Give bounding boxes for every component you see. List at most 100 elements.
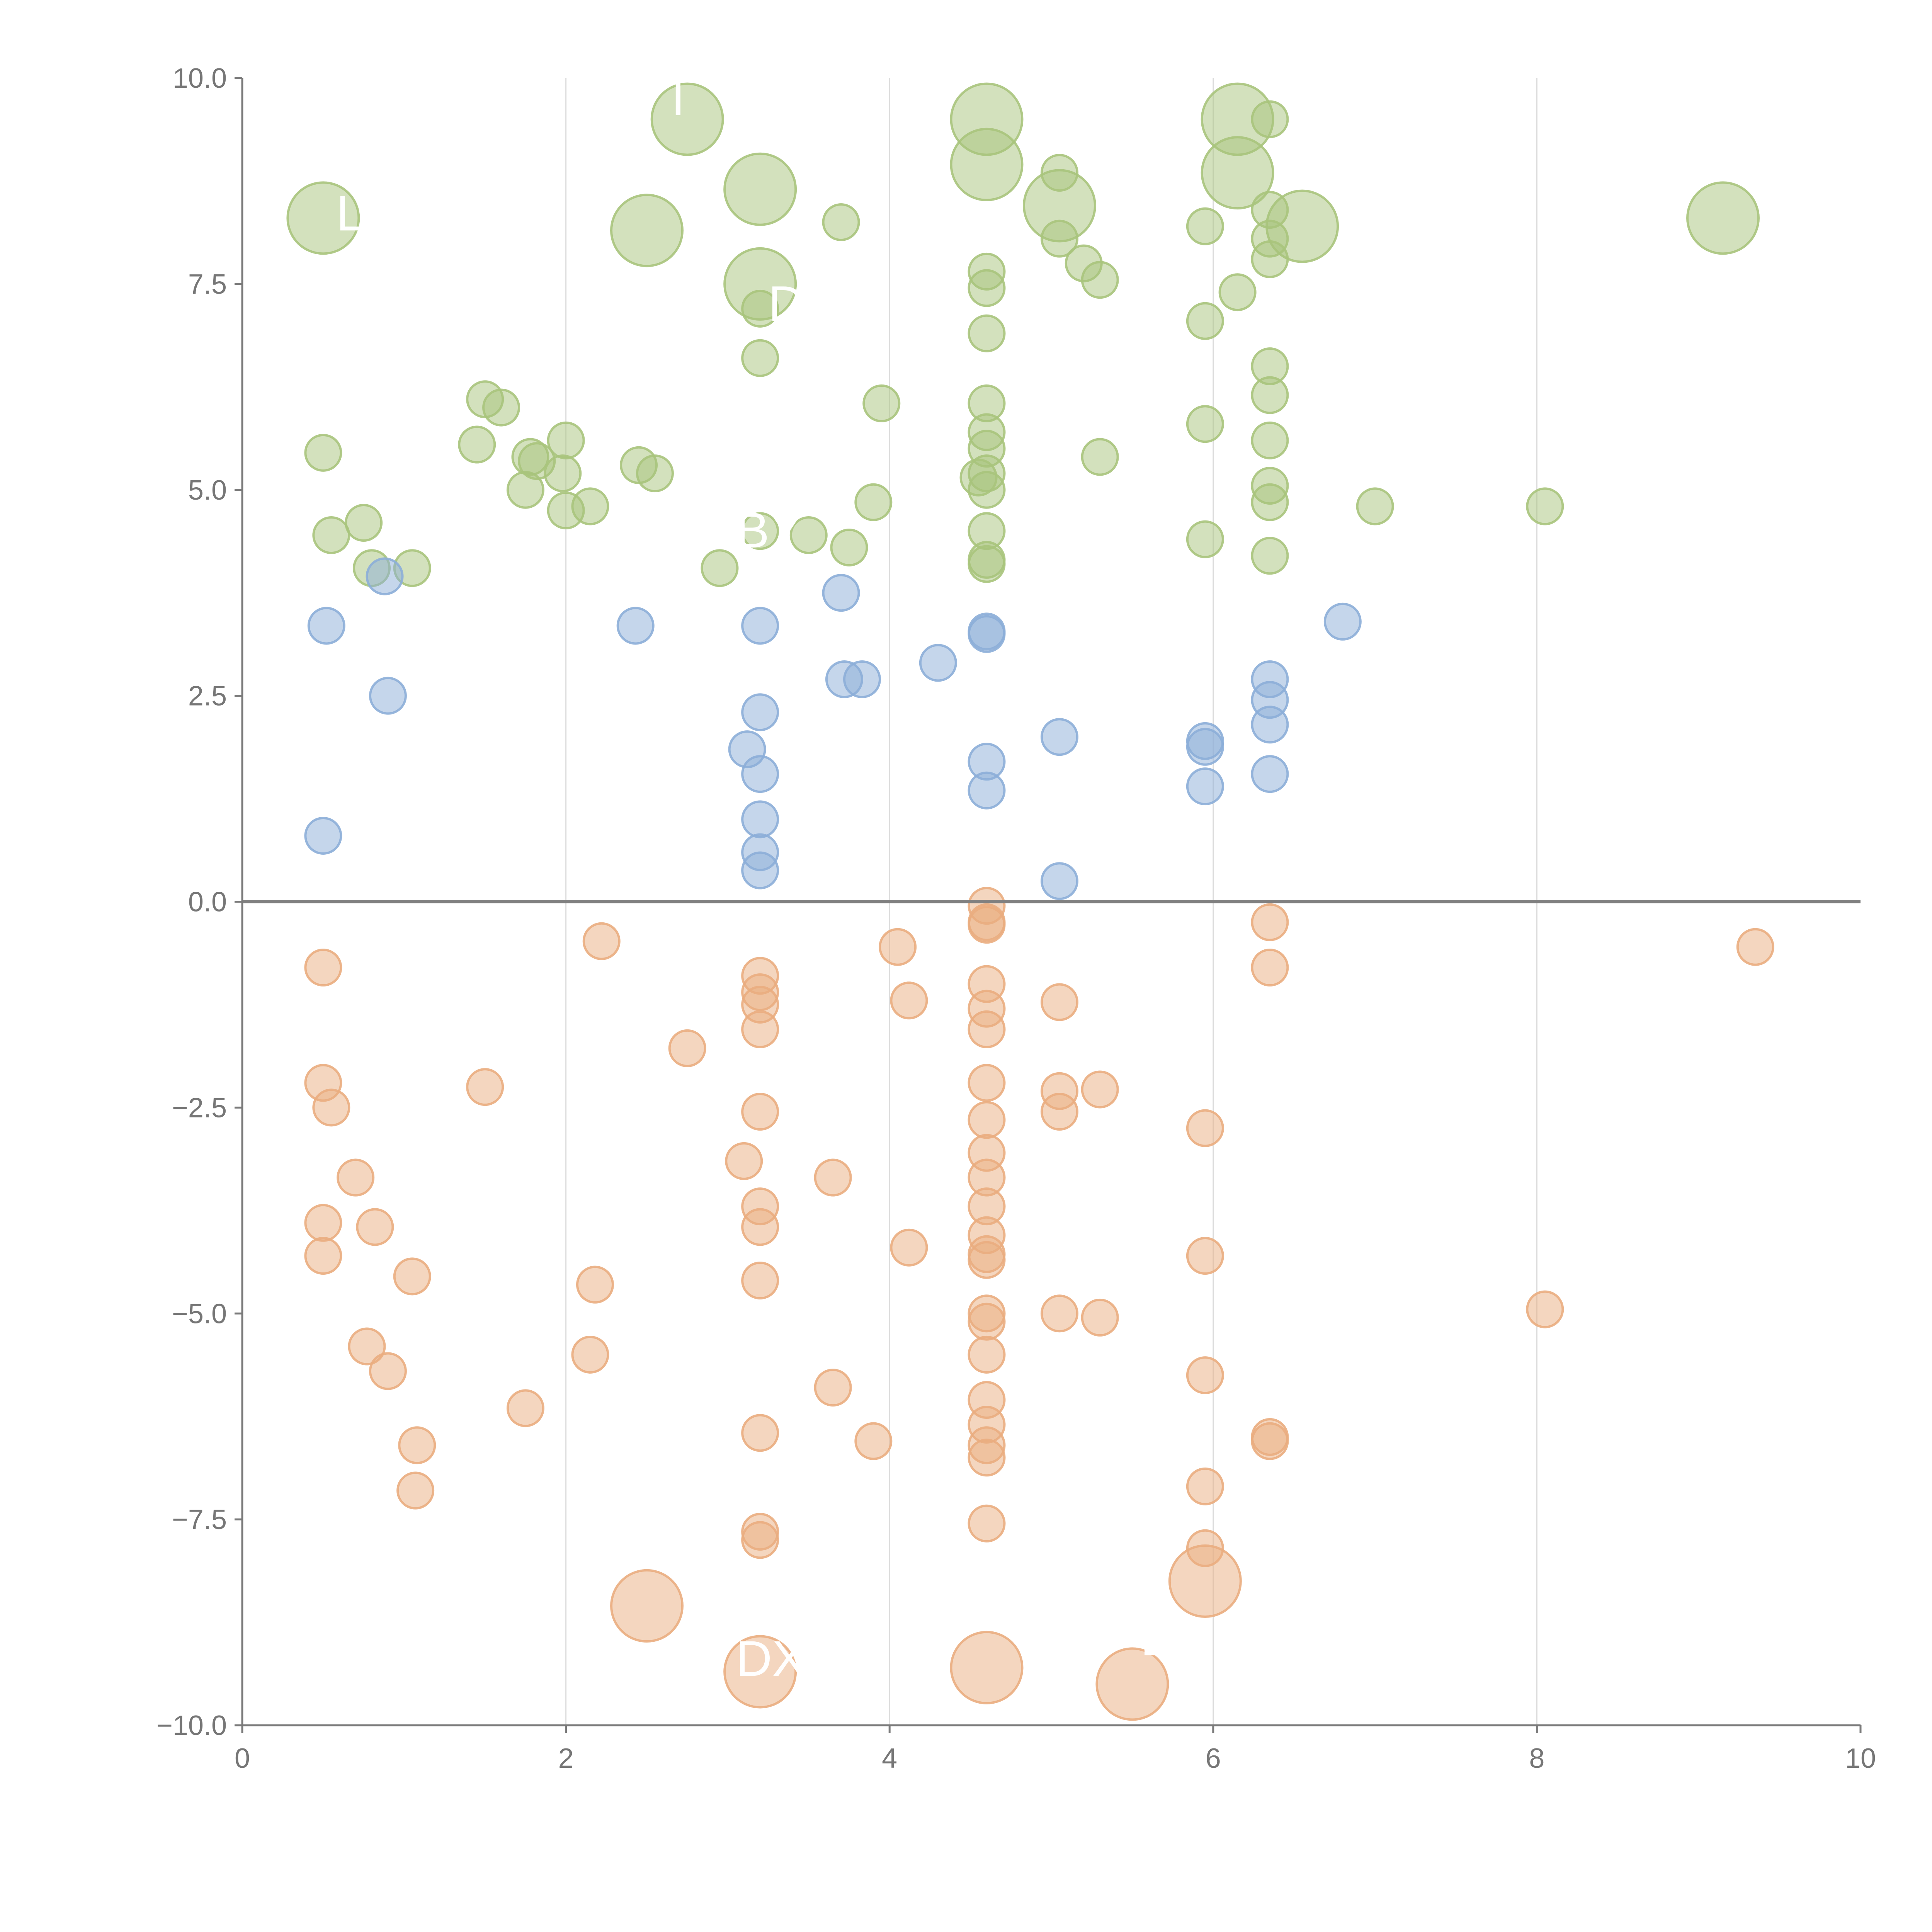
green-bubble (1081, 438, 1119, 476)
green-bubble (1356, 487, 1394, 526)
orange-bubble (741, 1414, 779, 1452)
green-bubble (544, 454, 582, 493)
orange-bubble (890, 981, 928, 1020)
orange-bubble (890, 1228, 928, 1267)
green-bubble (968, 314, 1006, 352)
orange-bubble (968, 1010, 1006, 1048)
annotation-label: DX (736, 1630, 806, 1687)
x-tick-label: 0 (235, 1743, 250, 1774)
orange-bubble (304, 1237, 342, 1275)
annotation-label: T (764, 111, 794, 167)
orange-bubble (393, 1257, 431, 1296)
blue-bubble (1323, 602, 1362, 641)
green-bubble (312, 516, 350, 554)
orange-bubble (968, 1303, 1006, 1341)
orange-bubble (1081, 1070, 1119, 1109)
orange-bubble (576, 1265, 614, 1304)
blue-bubble (741, 851, 779, 889)
orange-bubble (506, 1389, 544, 1427)
green-bubble (789, 516, 828, 554)
orange-bubble (1081, 1298, 1119, 1337)
orange-bubble (1186, 1356, 1224, 1395)
green-bubble (1201, 136, 1274, 210)
blue-bubble (741, 755, 779, 793)
orange-bubble (304, 949, 342, 987)
green-bubble (1186, 405, 1224, 443)
bubbles (286, 82, 1774, 1721)
orange-bubble (725, 1142, 763, 1180)
orange-bubble (741, 1261, 779, 1299)
green-bubble (1186, 207, 1224, 245)
blue-bubble (968, 612, 1006, 651)
green-bubble (741, 289, 779, 328)
blue-bubble (741, 693, 779, 731)
orange-bubble (968, 1335, 1006, 1374)
y-tick-label: −10.0 (156, 1710, 227, 1741)
green-bubble (830, 528, 868, 566)
blue-bubble (1040, 718, 1078, 756)
green-bubble (968, 269, 1006, 307)
orange-bubble (1186, 1109, 1224, 1147)
green-bubble (741, 339, 779, 377)
orange-bubble (968, 1439, 1006, 1477)
blue-bubble (304, 816, 342, 855)
green-bubble (650, 82, 724, 156)
green-bubble (959, 458, 998, 497)
x-tick-label: 8 (1529, 1743, 1544, 1774)
orange-bubble (571, 1335, 609, 1374)
y-tick-label: −5.0 (172, 1298, 227, 1329)
orange-bubble (1526, 1290, 1564, 1328)
green-bubble (1251, 100, 1289, 138)
orange-bubble (1251, 903, 1289, 941)
green-bubble (482, 388, 520, 427)
green-bubble (1186, 302, 1224, 340)
green-bubble (968, 545, 1006, 583)
orange-bubble (854, 1422, 893, 1460)
green-bubble (610, 194, 684, 267)
green-bubble (1251, 421, 1289, 459)
orange-bubble (1095, 1647, 1169, 1721)
orange-bubble (1040, 1093, 1078, 1131)
y-tick-label: −7.5 (172, 1504, 227, 1535)
orange-bubble (741, 1010, 779, 1048)
blue-bubble (1186, 728, 1224, 766)
blue-bubble (369, 677, 407, 715)
blue-bubble (1251, 706, 1289, 744)
green-bubble (723, 152, 797, 226)
orange-bubble (968, 1504, 1006, 1543)
orange-bubble (723, 1635, 797, 1709)
x-tick-label: 4 (882, 1743, 897, 1774)
annotation-label: LE (1140, 1610, 1202, 1666)
orange-bubble (950, 1631, 1024, 1704)
green-bubble (1040, 154, 1078, 192)
blue-bubble (843, 660, 881, 698)
green-bubble (701, 549, 739, 587)
blue-bubble (1186, 767, 1224, 806)
orange-bubble (814, 1369, 852, 1407)
green-bubble (286, 181, 360, 255)
orange-bubble (312, 1088, 350, 1127)
orange-bubble (582, 922, 621, 960)
orange-bubble (879, 928, 917, 966)
green-bubble (547, 421, 585, 459)
orange-bubble (1251, 949, 1289, 987)
green-bubble (862, 384, 901, 422)
annotations: LI I T DE BY DX LE (336, 70, 1202, 1687)
y-tick-label: −2.5 (172, 1092, 227, 1123)
x-tick-label: 6 (1206, 1743, 1221, 1774)
orange-bubble (741, 1521, 779, 1559)
green-bubble (1686, 181, 1760, 255)
orange-bubble (968, 1101, 1006, 1139)
orange-bubble (398, 1426, 436, 1464)
green-bubble (571, 487, 609, 526)
y-tick-label: 10.0 (173, 63, 227, 94)
blue-bubble (366, 557, 404, 595)
y-tick-label: 0.0 (188, 887, 227, 918)
green-bubble (345, 504, 383, 542)
green-bubble (1081, 261, 1119, 299)
green-bubble (1251, 240, 1289, 278)
blue-bubble (741, 607, 779, 645)
blue-bubble (822, 574, 860, 612)
orange-bubble (1186, 1467, 1224, 1505)
